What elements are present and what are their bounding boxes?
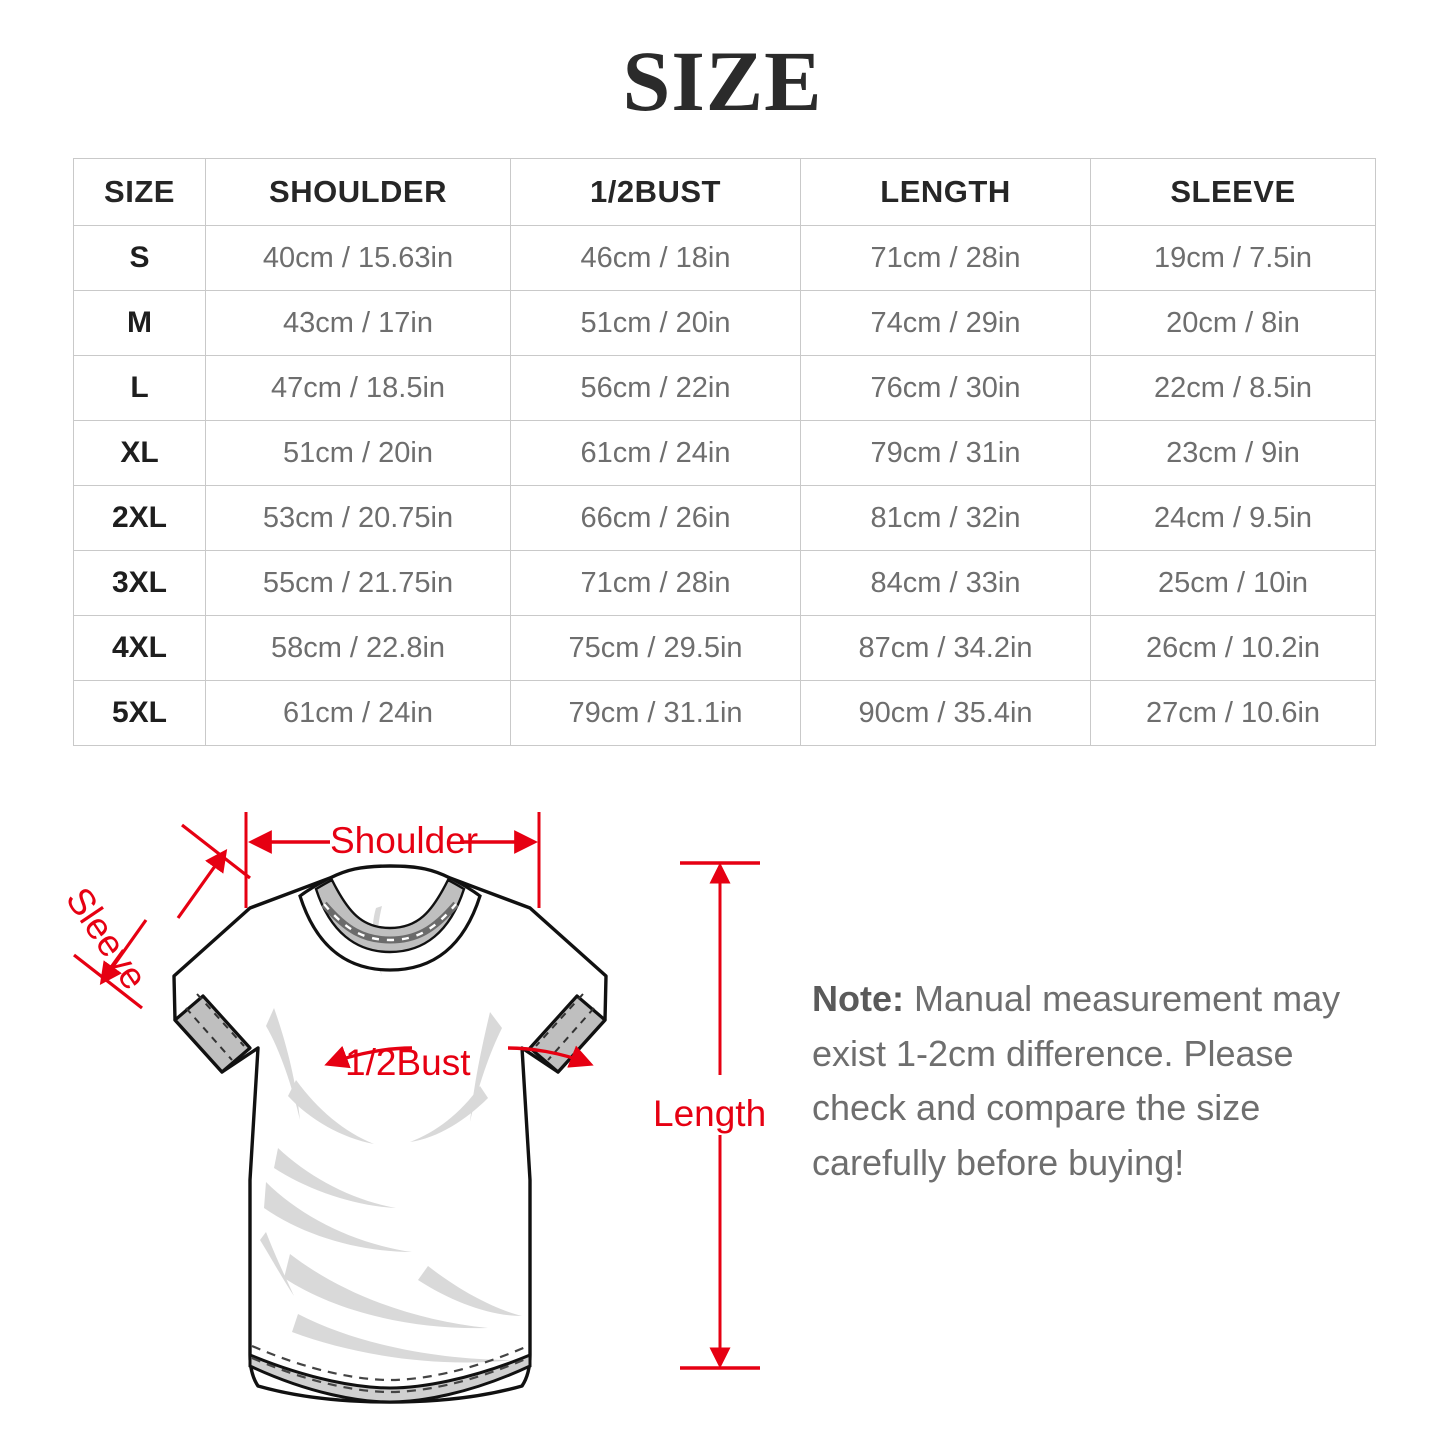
fabric-shading bbox=[260, 906, 522, 1363]
cell-size: 4XL bbox=[73, 615, 206, 681]
cell-sleeve: 22cm / 8.5in bbox=[1090, 355, 1376, 421]
cell-length: 76cm / 30in bbox=[800, 355, 1091, 421]
cell-sleeve: 25cm / 10in bbox=[1090, 550, 1376, 616]
cell-size: XL bbox=[73, 420, 206, 486]
page-title: SIZE bbox=[622, 33, 823, 129]
cell-length: 74cm / 29in bbox=[800, 290, 1091, 356]
tshirt-illustration-icon bbox=[172, 864, 608, 1404]
table-row: 4XL 58cm / 22.8in 75cm / 29.5in 87cm / 3… bbox=[73, 615, 1376, 681]
measurement-diagram bbox=[0, 780, 1445, 1445]
cell-length: 90cm / 35.4in bbox=[800, 680, 1091, 746]
cell-bust: 51cm / 20in bbox=[510, 290, 801, 356]
cell-length: 81cm / 32in bbox=[800, 485, 1091, 551]
table-row: 2XL 53cm / 20.75in 66cm / 26in 81cm / 32… bbox=[73, 485, 1376, 551]
cell-bust: 46cm / 18in bbox=[510, 225, 801, 291]
tshirt-sleeve-left bbox=[173, 993, 252, 1074]
cell-bust: 75cm / 29.5in bbox=[510, 615, 801, 681]
cell-length: 79cm / 31in bbox=[800, 420, 1091, 486]
cell-length: 87cm / 34.2in bbox=[800, 615, 1091, 681]
cell-bust: 56cm / 22in bbox=[510, 355, 801, 421]
cell-size: 5XL bbox=[73, 680, 206, 746]
label-length: Length bbox=[653, 1093, 767, 1134]
note-text: Manual measurement may exist 1-2cm diffe… bbox=[812, 978, 1341, 1184]
cell-length: 84cm / 33in bbox=[800, 550, 1091, 616]
cell-shoulder: 55cm / 21.75in bbox=[205, 550, 511, 616]
cell-shoulder: 58cm / 22.8in bbox=[205, 615, 511, 681]
cell-shoulder: 43cm / 17in bbox=[205, 290, 511, 356]
column-header-shoulder: SHOULDER bbox=[205, 158, 511, 226]
bust-dimension-arrow bbox=[324, 1045, 594, 1069]
cell-bust: 71cm / 28in bbox=[510, 550, 801, 616]
cell-shoulder: 61cm / 24in bbox=[205, 680, 511, 746]
cell-shoulder: 53cm / 20.75in bbox=[205, 485, 511, 551]
column-header-length: LENGTH bbox=[800, 158, 1091, 226]
sleeve-dimension-arrow bbox=[73, 823, 251, 1010]
tshirt-body bbox=[172, 864, 608, 1404]
measurement-note: Note: Manual measurement may exist 1-2cm… bbox=[812, 972, 1377, 1191]
cell-sleeve: 26cm / 10.2in bbox=[1090, 615, 1376, 681]
column-header-bust: 1/2BUST bbox=[510, 158, 801, 226]
cell-sleeve: 24cm / 9.5in bbox=[1090, 485, 1376, 551]
cell-size: 2XL bbox=[73, 485, 206, 551]
size-chart-table-container: SIZE SHOULDER 1/2BUST LENGTH SLEEVE S 40… bbox=[73, 158, 1376, 746]
table-row: 3XL 55cm / 21.75in 71cm / 28in 84cm / 33… bbox=[73, 550, 1376, 616]
table-row: 5XL 61cm / 24in 79cm / 31.1in 90cm / 35.… bbox=[73, 680, 1376, 746]
length-dimension-arrow bbox=[680, 861, 760, 1370]
cell-bust: 61cm / 24in bbox=[510, 420, 801, 486]
table-row: L 47cm / 18.5in 56cm / 22in 76cm / 30in … bbox=[73, 355, 1376, 421]
tshirt-hem bbox=[248, 1344, 532, 1404]
cell-size: L bbox=[73, 355, 206, 421]
table-row: M 43cm / 17in 51cm / 20in 74cm / 29in 20… bbox=[73, 290, 1376, 356]
size-chart-table: SIZE SHOULDER 1/2BUST LENGTH SLEEVE S 40… bbox=[73, 158, 1376, 746]
column-header-sleeve: SLEEVE bbox=[1090, 158, 1376, 226]
cell-length: 71cm / 28in bbox=[800, 225, 1091, 291]
table-row: S 40cm / 15.63in 46cm / 18in 71cm / 28in… bbox=[73, 225, 1376, 291]
column-header-size: SIZE bbox=[73, 158, 206, 226]
cell-shoulder: 47cm / 18.5in bbox=[205, 355, 511, 421]
note-label: Note: bbox=[812, 978, 904, 1019]
cell-sleeve: 20cm / 8in bbox=[1090, 290, 1376, 356]
label-shoulder: Shoulder bbox=[330, 820, 479, 861]
cell-size: M bbox=[73, 290, 206, 356]
cell-size: S bbox=[73, 225, 206, 291]
cell-sleeve: 19cm / 7.5in bbox=[1090, 225, 1376, 291]
cell-bust: 79cm / 31.1in bbox=[510, 680, 801, 746]
cell-bust: 66cm / 26in bbox=[510, 485, 801, 551]
cell-shoulder: 40cm / 15.63in bbox=[205, 225, 511, 291]
cell-sleeve: 23cm / 9in bbox=[1090, 420, 1376, 486]
dimension-arrows-overlay bbox=[73, 812, 760, 1370]
cell-sleeve: 27cm / 10.6in bbox=[1090, 680, 1376, 746]
table-row: XL 51cm / 20in 61cm / 24in 79cm / 31in 2… bbox=[73, 420, 1376, 486]
table-header-row: SIZE SHOULDER 1/2BUST LENGTH SLEEVE bbox=[73, 158, 1376, 226]
cell-shoulder: 51cm / 20in bbox=[205, 420, 511, 486]
shoulder-dimension-arrow bbox=[244, 812, 541, 908]
tshirt-collar bbox=[298, 875, 482, 972]
label-bust: 1/2Bust bbox=[345, 1042, 471, 1083]
cell-size: 3XL bbox=[73, 550, 206, 616]
